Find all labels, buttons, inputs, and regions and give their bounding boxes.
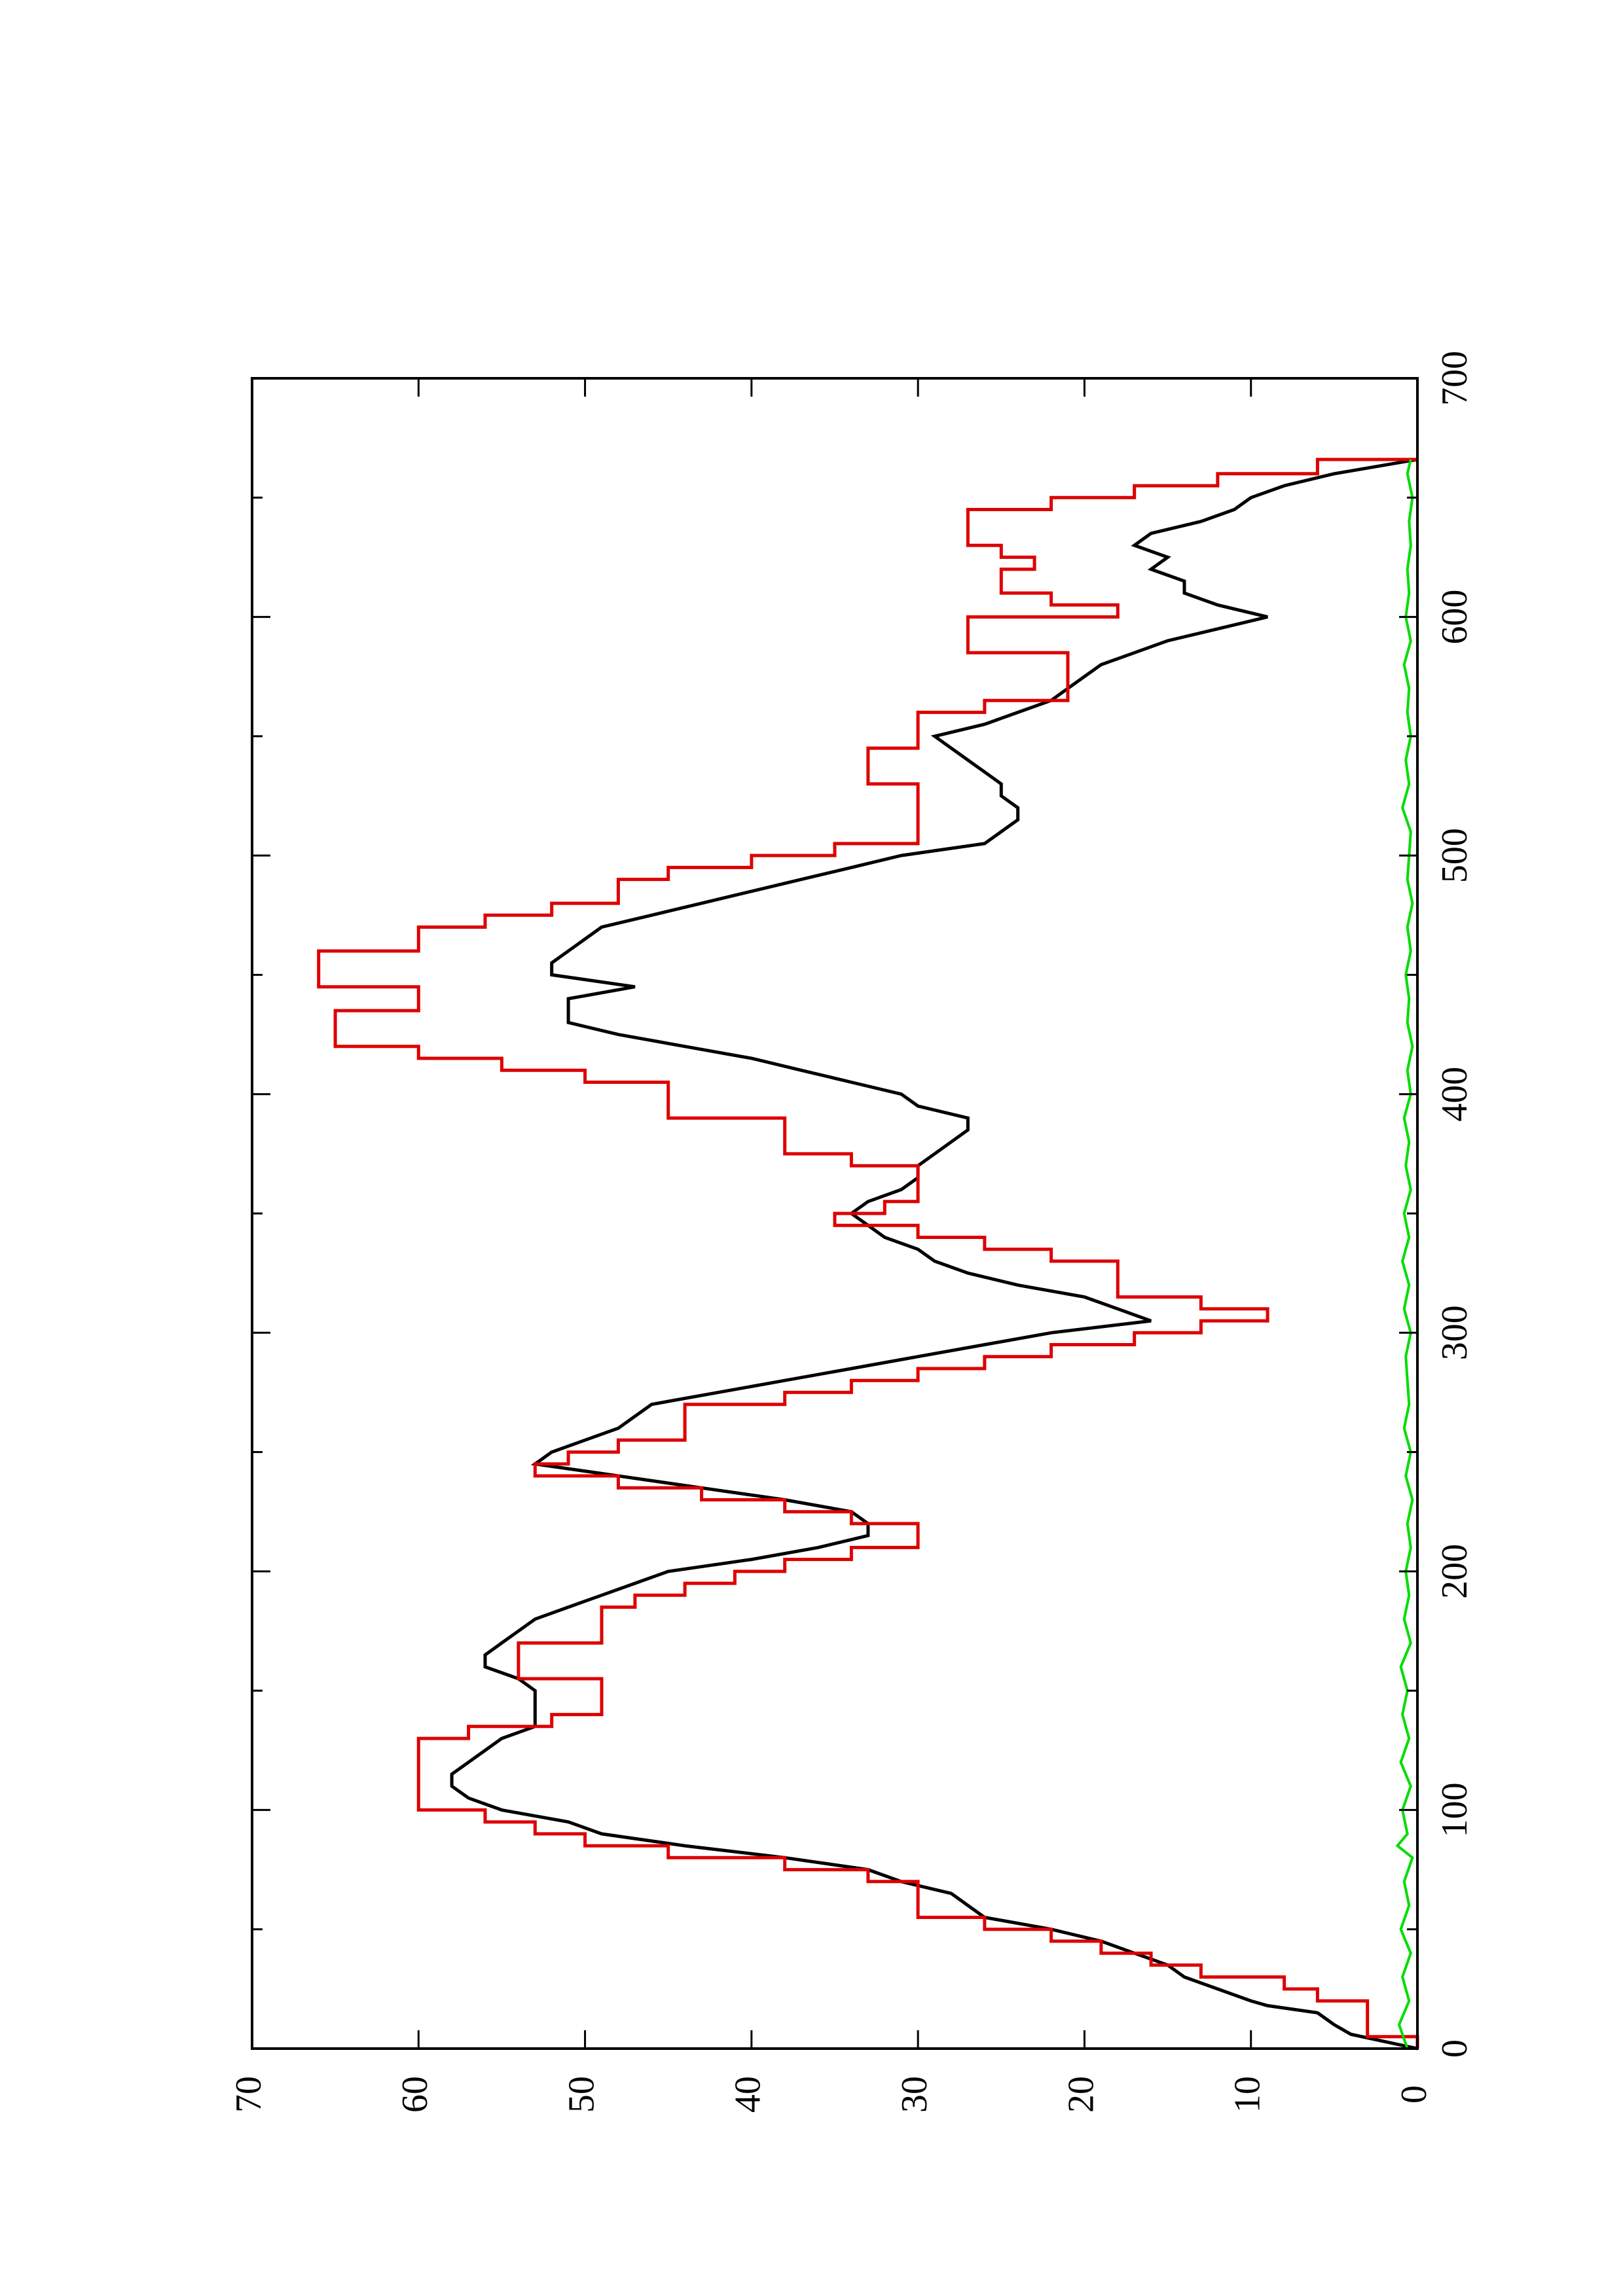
x-tick-label: 600 bbox=[1434, 590, 1475, 645]
y-tick-label: 30 bbox=[894, 2076, 935, 2113]
labels-layer: 0 100 200 300 400 500 600 700 0 10 20 30 40 50 60 70 bbox=[228, 351, 1475, 2113]
x-tick-label: 0 bbox=[1434, 2039, 1475, 2058]
y-tick-label: 60 bbox=[395, 2076, 435, 2113]
y-tick-label: 20 bbox=[1061, 2076, 1101, 2113]
series-layer bbox=[317, 457, 1419, 2051]
x-tick-label: 700 bbox=[1434, 351, 1475, 406]
x-tick-label: 100 bbox=[1434, 1782, 1475, 1837]
x-tick-label: 500 bbox=[1434, 828, 1475, 883]
ticks-layer bbox=[251, 377, 1419, 2050]
x-tick-label: 400 bbox=[1434, 1067, 1475, 1122]
series-line-2 bbox=[317, 457, 1419, 2049]
y-tick-label: 10 bbox=[1228, 2076, 1268, 2113]
y-tick-label: 40 bbox=[728, 2076, 769, 2113]
series-line-3 bbox=[1395, 459, 1414, 2049]
y-tick-label: 70 bbox=[228, 2076, 269, 2113]
series-line-1 bbox=[450, 457, 1418, 2051]
x-tick-label: 300 bbox=[1434, 1305, 1475, 1360]
y-tick-label: 50 bbox=[561, 2076, 602, 2113]
x-tick-label: 200 bbox=[1434, 1544, 1475, 1599]
y-tick-label: 0 bbox=[1394, 2085, 1434, 2104]
